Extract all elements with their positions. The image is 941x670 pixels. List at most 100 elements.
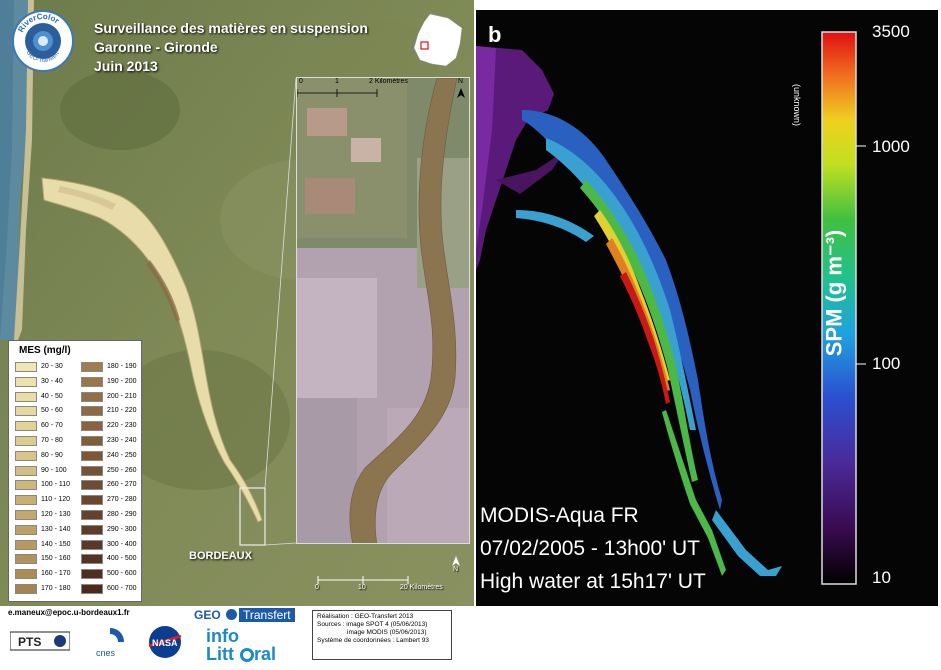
- legend-swatch: [81, 376, 103, 387]
- main-scale-bar: 0 10 20 Kilomètres N: [296, 552, 470, 602]
- mes-legend: MES (mg/l) 20 - 30 30 - 40 40 - 50 50 - 60 6…: [8, 340, 142, 602]
- inset-scale-label-1: 1: [335, 78, 339, 85]
- bordeaux-inset-map: 0 1 2 Kilomètres N: [296, 77, 470, 544]
- colorbar-unknown-label: (unknown): [792, 84, 802, 127]
- cnes-logo-text: cnes: [96, 648, 116, 658]
- legend-label: 180 - 190: [107, 363, 137, 370]
- bordeaux-extent-box: [239, 487, 266, 546]
- legend-label: 220 - 230: [107, 422, 137, 430]
- legend-label: 600 - 700: [107, 585, 137, 592]
- left-satellite-map: RiverColor GEO-Transfert Surveillance de…: [0, 0, 474, 606]
- legend-swatch: [15, 539, 37, 550]
- legend-label: 60 - 70: [41, 422, 63, 430]
- pts-logo-text: PTS: [18, 635, 41, 649]
- infolittoral-o-icon: [240, 648, 254, 662]
- main-scale-graphic: [317, 556, 460, 584]
- legend-title: MES (mg/l): [19, 345, 71, 356]
- legend-swatch: [15, 584, 37, 594]
- legend-swatch: [15, 421, 37, 432]
- legend-swatch: [81, 569, 103, 580]
- legend-swatch: [15, 406, 37, 417]
- legend-swatch: [81, 391, 103, 402]
- legend-swatch: [81, 421, 103, 432]
- credit-line-sources: Sources : image SPOT 4 (05/06/2013): [317, 621, 428, 628]
- cnes-logo: cnes: [90, 624, 130, 660]
- legend-label: 160 - 170: [41, 570, 71, 578]
- credits-box: Réalisation : GEO-Transfert 2013 Sources…: [312, 610, 452, 660]
- legend-swatch: [15, 480, 37, 491]
- inset-north-label: N: [458, 78, 464, 85]
- legend-swatch: [15, 524, 37, 535]
- legend-swatch: [15, 450, 37, 461]
- legend-label: 70 - 80: [41, 437, 63, 444]
- legend-swatch: [81, 495, 103, 506]
- legend-label: 250 - 260: [107, 466, 137, 474]
- inset-scale-label-2: 2 Kilomètres: [369, 78, 408, 85]
- legend-swatch: [15, 569, 37, 580]
- credit-line-modis: image MODIS (05/06/2013): [347, 629, 427, 636]
- modis-spm-map: b (unknown) SPM (g m⁻³): [476, 10, 938, 606]
- map-subtitle-region: Garonne - Gironde: [94, 39, 218, 55]
- legend-label: 200 - 210: [107, 392, 137, 400]
- legend-swatch: [15, 362, 37, 372]
- legend-label: 300 - 400: [107, 540, 137, 548]
- infolittoral-text-2: Litt: [206, 644, 234, 664]
- geo-transfert-logo: GEO Transfert: [194, 608, 295, 624]
- legend-label: 50 - 60: [41, 407, 63, 415]
- legend-swatch: [15, 376, 37, 387]
- legend-label: 210 - 220: [107, 407, 137, 415]
- city-label-bordeaux: BORDEAUX: [189, 550, 252, 562]
- modis-spm-image: [476, 10, 938, 606]
- legend-label: 40 - 50: [41, 392, 63, 400]
- legend-label: 80 - 90: [41, 451, 63, 459]
- legend-swatch: [81, 539, 103, 550]
- legend-label: 20 - 30: [41, 363, 63, 370]
- nasa-logo: NASA: [145, 624, 185, 660]
- map-title: Surveillance des matières en suspension: [94, 20, 368, 36]
- nasa-logo-text: NASA: [152, 638, 178, 648]
- modis-date-label: 07/02/2005 - 13h00' UT: [480, 537, 700, 560]
- main-scale-label-2: 20 Kilomètres: [400, 584, 443, 591]
- legend-swatch: [81, 450, 103, 461]
- infolittoral-text-3: ral: [254, 644, 277, 664]
- footer: [0, 606, 941, 670]
- legend-label: 100 - 110: [41, 481, 71, 489]
- globe-icon: [226, 609, 237, 620]
- infolittoral-logo: info Litt ral: [204, 626, 290, 666]
- legend-label: 400 - 500: [107, 555, 137, 563]
- spm-colorbar: [821, 31, 857, 585]
- legend-swatch: [81, 436, 103, 446]
- legend-label: 90 - 100: [41, 466, 67, 474]
- infolittoral-text-1: info: [206, 626, 239, 646]
- legend-swatch: [81, 362, 103, 372]
- rivercolor-logo: RiverColor GEO-Transfert: [12, 10, 74, 72]
- legend-swatch: [15, 391, 37, 402]
- legend-swatch: [81, 554, 103, 565]
- legend-swatch: [81, 510, 103, 520]
- main-scale-label-0: 0: [315, 584, 319, 591]
- inset-background: [297, 78, 469, 543]
- legend-swatch: [15, 436, 37, 446]
- legend-label: 170 - 180: [41, 585, 71, 592]
- legend-swatch: [15, 495, 37, 506]
- legend-label: 230 - 240: [107, 437, 137, 444]
- geo-transfert-text-1: GEO: [194, 608, 221, 622]
- modis-sensor-label: MODIS-Aqua FR: [480, 504, 639, 527]
- legend-label: 240 - 250: [107, 451, 137, 459]
- colorbar-tick-10: 10: [872, 568, 891, 587]
- contact-email[interactable]: e.maneux@epoc.u-bordeaux1.fr: [8, 608, 130, 617]
- legend-swatch: [15, 510, 37, 520]
- legend-swatch: [81, 480, 103, 491]
- legend-label: 280 - 290: [107, 511, 137, 518]
- main-north-label: N: [453, 566, 459, 573]
- legend-label: 260 - 270: [107, 481, 137, 489]
- pts-logo: PTS: [9, 630, 71, 652]
- colorbar-tick-3500: 3500: [872, 22, 910, 41]
- legend-label: 140 - 150: [41, 540, 71, 548]
- legend-label: 290 - 300: [107, 525, 137, 533]
- france-locator-map: [413, 13, 463, 67]
- legend-label: 190 - 200: [107, 377, 137, 385]
- legend-label: 120 - 130: [41, 511, 71, 518]
- legend-label: 110 - 120: [41, 496, 71, 504]
- legend-label: 150 - 160: [41, 555, 71, 563]
